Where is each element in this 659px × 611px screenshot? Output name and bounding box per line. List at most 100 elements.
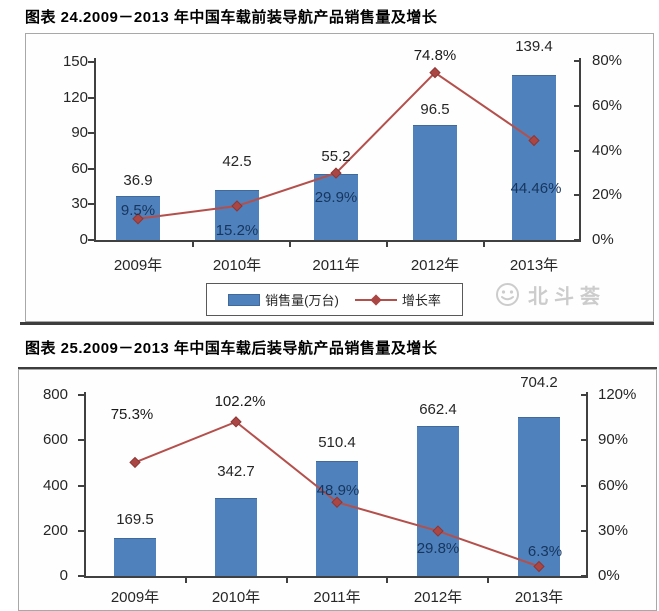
y-axis-left-tick <box>78 394 84 396</box>
y-axis-right-tick <box>574 60 580 62</box>
y-axis-right-tick-label: 60% <box>592 96 623 114</box>
growth-rate-label: 15.2% <box>215 222 259 239</box>
y-axis-right-tick-label: 0% <box>592 231 614 248</box>
y-axis-right-tick-label: 80% <box>592 52 623 69</box>
x-axis-category-label: 2013年 <box>514 589 564 606</box>
smiley-logo-icon <box>496 283 519 306</box>
y-axis-left-tick-label: 800 <box>42 386 68 403</box>
line-series-swatch-icon <box>354 293 397 306</box>
growth-rate-label: 75.3% <box>110 406 154 423</box>
y-axis-right-tick <box>574 239 580 241</box>
y-axis-left-tick <box>88 203 94 206</box>
y-axis-right-tick <box>581 575 587 577</box>
y-axis-right-tick <box>581 439 587 442</box>
y-axis-left <box>94 58 96 242</box>
y-axis-right-tick <box>581 394 587 396</box>
x-axis-tick <box>185 578 188 583</box>
sales-bar <box>413 125 457 241</box>
growth-rate-label: 29.9% <box>314 189 358 206</box>
x-axis-category-label: 2010年 <box>212 257 262 274</box>
y-axis-left-tick <box>78 484 84 487</box>
x-axis-tick <box>482 242 485 247</box>
y-axis-left-tick <box>78 439 84 442</box>
x-axis <box>94 240 581 242</box>
y-axis-right-tick-label: 60% <box>598 476 629 494</box>
y-axis-right-tick-label: 20% <box>592 186 623 204</box>
bar-value-label: 36.9 <box>123 172 153 189</box>
y-axis-left-tick <box>88 167 94 170</box>
x-axis-tick <box>285 578 288 583</box>
y-axis-left-tick-label: 120 <box>62 88 88 106</box>
x-axis-category-label: 2012年 <box>413 589 463 606</box>
growth-rate-label: 9.5% <box>120 202 156 219</box>
y-axis-right <box>579 58 581 242</box>
x-axis-category-label: 2011年 <box>313 589 361 606</box>
y-axis-right <box>586 392 588 578</box>
x-axis-category-label: 2012年 <box>410 257 460 274</box>
bar-value-label: 42.5 <box>222 153 252 170</box>
figure2-title: 图表 25.2009－2013 年中国车载后装导航产品销售量及增长 <box>25 340 438 357</box>
x-axis-category-label: 2011年 <box>312 257 360 274</box>
growth-rate-label: 74.8% <box>413 47 457 64</box>
growth-rate-label: 6.3% <box>527 543 563 560</box>
bar-value-label: 169.5 <box>116 511 154 528</box>
y-axis-left-tick-label: 200 <box>42 521 68 539</box>
bar-value-label: 704.2 <box>520 374 558 391</box>
x-axis <box>84 576 588 578</box>
y-axis-left-tick <box>88 132 94 135</box>
figure1-legend: 销售量(万台) 增长率 <box>206 283 463 316</box>
x-axis-category-label: 2009年 <box>110 589 160 606</box>
x-axis-category-label: 2010年 <box>211 589 261 606</box>
bar-value-label: 510.4 <box>318 434 356 451</box>
y-axis-left-tick-label: 0 <box>79 231 88 248</box>
y-axis-left-tick <box>88 239 94 241</box>
x-axis-tick <box>385 242 388 247</box>
figure2-top-rule <box>18 367 657 369</box>
watermark: 北斗荟 <box>494 280 606 309</box>
bar-value-label: 96.5 <box>420 101 450 118</box>
x-axis-category-label: 2013年 <box>509 257 559 274</box>
sales-bar <box>314 174 358 241</box>
y-axis-right-tick <box>574 149 580 152</box>
y-axis-left-tick-label: 60 <box>71 159 88 177</box>
y-axis-right-tick <box>574 194 580 197</box>
growth-rate-label: 29.8% <box>416 540 460 557</box>
y-axis-left-tick-label: 400 <box>42 476 68 494</box>
x-axis-tick <box>486 578 489 583</box>
growth-rate-label: 44.46% <box>510 180 562 197</box>
y-axis-left-tick <box>88 61 94 63</box>
y-axis-left-tick <box>88 96 94 99</box>
x-axis-tick <box>288 242 291 247</box>
y-axis-left-tick <box>78 575 84 577</box>
y-axis-right-tick <box>581 529 587 532</box>
bar-value-label: 342.7 <box>217 463 255 480</box>
figure1-bottom-rule <box>20 322 654 325</box>
legend-label-growth: 增长率 <box>401 293 441 308</box>
growth-rate-label: 48.9% <box>316 482 360 499</box>
y-axis-left-tick-label: 150 <box>62 53 88 70</box>
y-axis-left-tick-label: 0 <box>59 567 68 584</box>
bar-value-label: 139.4 <box>515 38 553 55</box>
sales-bar <box>215 498 257 577</box>
y-axis-right-tick <box>581 484 587 487</box>
y-axis-right-tick-label: 0% <box>598 567 620 584</box>
sales-bar <box>512 74 556 241</box>
y-axis-left-tick <box>78 529 84 532</box>
bar-series-swatch-icon <box>228 293 261 306</box>
bar-value-label: 662.4 <box>419 401 457 418</box>
y-axis-left <box>84 392 86 578</box>
x-axis-tick <box>191 242 194 247</box>
y-axis-right-tick <box>574 104 580 107</box>
sales-bar <box>114 537 156 577</box>
legend-item-sales: 销售量(万台) <box>228 290 339 309</box>
figure1-title: 图表 24.2009－2013 年中国车载前装导航产品销售量及增长 <box>25 9 438 26</box>
y-axis-right-tick-label: 120% <box>598 386 637 403</box>
growth-rate-label: 102.2% <box>214 393 266 410</box>
y-axis-left-tick-label: 90 <box>71 124 88 142</box>
y-axis-left-tick-label: 30 <box>71 195 88 213</box>
legend-label-sales: 销售量(万台) <box>265 293 339 308</box>
y-axis-right-tick-label: 40% <box>592 141 623 159</box>
legend-item-growth: 增长率 <box>354 290 441 309</box>
bar-value-label: 55.2 <box>321 148 351 165</box>
